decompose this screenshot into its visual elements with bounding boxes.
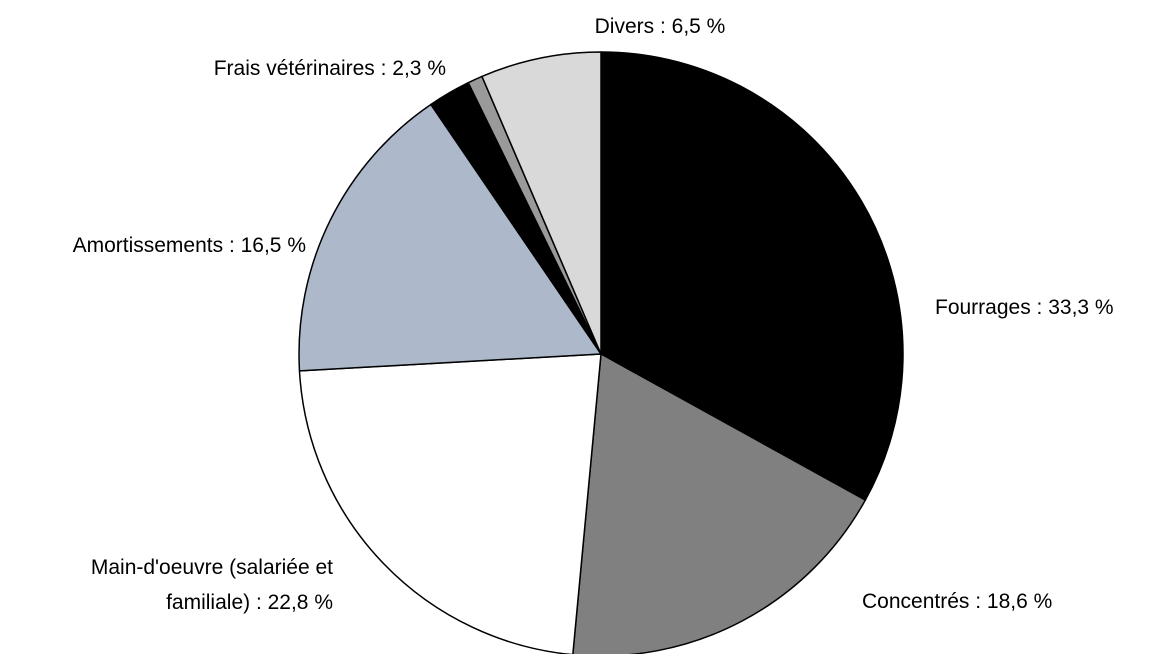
pie-slice-0 [600, 51, 904, 501]
pie-slice-6 [481, 51, 602, 355]
pie-slice-2 [298, 353, 602, 654]
label-frais-veterinaires: Frais vétérinaires : 2,3 % [214, 57, 446, 80]
pie-slices [298, 51, 904, 654]
pie-slice-1 [572, 353, 867, 654]
label-amortissements: Amortissements : 16,5 % [73, 234, 306, 257]
pie-slice-3 [298, 103, 602, 372]
label-concentres: Concentrés : 18,6 % [862, 590, 1052, 613]
slice-labels: Fourrages : 33,3 % Concentrés : 18,6 % M… [73, 15, 1114, 614]
label-main-oeuvre-line2: familiale) : 22,8 % [166, 591, 333, 614]
label-fourrages: Fourrages : 33,3 % [935, 296, 1114, 319]
label-main-oeuvre-line1: Main-d'oeuvre (salariée et [91, 556, 333, 579]
label-divers: Divers : 6,5 % [595, 15, 726, 38]
